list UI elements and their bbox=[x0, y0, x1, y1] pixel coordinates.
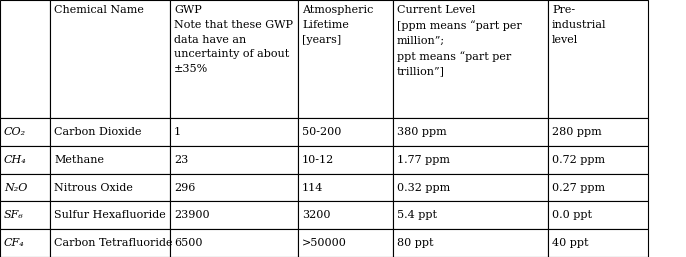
Text: 23900: 23900 bbox=[174, 210, 210, 220]
Bar bbox=[548, 0, 648, 118]
Text: Chemical Name: Chemical Name bbox=[54, 5, 144, 15]
Text: 0.72 ppm: 0.72 ppm bbox=[552, 155, 605, 165]
Text: Carbon Tetrafluoride: Carbon Tetrafluoride bbox=[54, 238, 172, 248]
Text: Methane: Methane bbox=[54, 155, 104, 165]
Text: 380 ppm: 380 ppm bbox=[397, 127, 447, 137]
Text: SF₆: SF₆ bbox=[4, 210, 24, 220]
Bar bbox=[298, 229, 393, 257]
Bar bbox=[170, 229, 298, 257]
Text: 80 ppt: 80 ppt bbox=[397, 238, 434, 248]
Bar bbox=[170, 118, 298, 146]
Text: 1.77 ppm: 1.77 ppm bbox=[397, 155, 450, 165]
Text: Carbon Dioxide: Carbon Dioxide bbox=[54, 127, 141, 137]
Bar bbox=[50, 229, 170, 257]
Text: GWP
Note that these GWP
data have an
uncertainty of about
±35%: GWP Note that these GWP data have an unc… bbox=[174, 5, 293, 74]
Text: Sulfur Hexafluoride: Sulfur Hexafluoride bbox=[54, 210, 166, 220]
Text: 23: 23 bbox=[174, 155, 188, 165]
Bar bbox=[393, 0, 548, 118]
Bar bbox=[50, 146, 170, 174]
Text: CH₄: CH₄ bbox=[4, 155, 27, 165]
Text: 5.4 ppt: 5.4 ppt bbox=[397, 210, 437, 220]
Bar bbox=[548, 146, 648, 174]
Bar bbox=[548, 174, 648, 201]
Bar bbox=[298, 201, 393, 229]
Bar bbox=[548, 201, 648, 229]
Text: >50000: >50000 bbox=[302, 238, 347, 248]
Text: 296: 296 bbox=[174, 183, 196, 192]
Bar bbox=[298, 0, 393, 118]
Bar bbox=[50, 118, 170, 146]
Text: 0.32 ppm: 0.32 ppm bbox=[397, 183, 450, 192]
Bar bbox=[170, 0, 298, 118]
Text: 114: 114 bbox=[302, 183, 323, 192]
Bar bbox=[393, 118, 548, 146]
Bar bbox=[170, 146, 298, 174]
Bar bbox=[50, 0, 170, 118]
Bar bbox=[548, 118, 648, 146]
Bar bbox=[0, 229, 50, 257]
Bar bbox=[393, 146, 548, 174]
Bar bbox=[393, 201, 548, 229]
Text: 0.27 ppm: 0.27 ppm bbox=[552, 183, 605, 192]
Text: Nitrous Oxide: Nitrous Oxide bbox=[54, 183, 133, 192]
Bar bbox=[170, 174, 298, 201]
Text: 0.0 ppt: 0.0 ppt bbox=[552, 210, 592, 220]
Text: Pre-
industrial
level: Pre- industrial level bbox=[552, 5, 606, 45]
Text: Current Level
[ppm means “part per
million”;
ppt means “part per
trillion”]: Current Level [ppm means “part per milli… bbox=[397, 5, 522, 77]
Text: 1: 1 bbox=[174, 127, 181, 137]
Bar bbox=[298, 146, 393, 174]
Text: 280 ppm: 280 ppm bbox=[552, 127, 602, 137]
Bar bbox=[298, 118, 393, 146]
Bar bbox=[393, 174, 548, 201]
Text: 40 ppt: 40 ppt bbox=[552, 238, 589, 248]
Bar bbox=[0, 174, 50, 201]
Text: 50-200: 50-200 bbox=[302, 127, 342, 137]
Text: N₂O: N₂O bbox=[4, 183, 27, 192]
Text: 3200: 3200 bbox=[302, 210, 331, 220]
Text: CF₄: CF₄ bbox=[4, 238, 25, 248]
Bar bbox=[0, 146, 50, 174]
Bar bbox=[548, 229, 648, 257]
Text: 6500: 6500 bbox=[174, 238, 202, 248]
Bar bbox=[170, 201, 298, 229]
Bar bbox=[50, 201, 170, 229]
Text: 10-12: 10-12 bbox=[302, 155, 334, 165]
Bar bbox=[0, 201, 50, 229]
Text: Atmospheric
Lifetime
[years]: Atmospheric Lifetime [years] bbox=[302, 5, 373, 45]
Bar bbox=[393, 229, 548, 257]
Text: CO₂: CO₂ bbox=[4, 127, 26, 137]
Bar bbox=[50, 174, 170, 201]
Bar bbox=[298, 174, 393, 201]
Bar bbox=[0, 118, 50, 146]
Bar bbox=[0, 0, 50, 118]
